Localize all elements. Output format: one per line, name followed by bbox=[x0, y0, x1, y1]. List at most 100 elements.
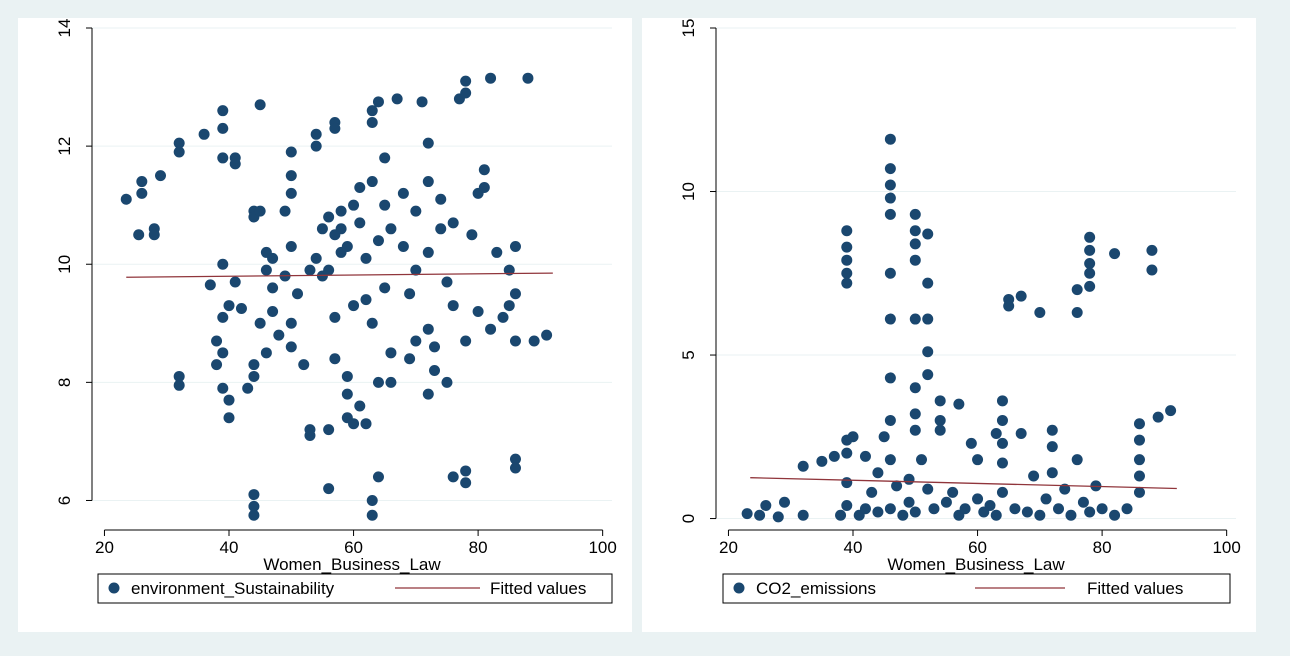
point bbox=[354, 181, 366, 193]
x-tick-label: 20 bbox=[719, 538, 738, 557]
point bbox=[298, 359, 310, 371]
legend-label: Fitted values bbox=[490, 579, 586, 598]
point bbox=[435, 223, 447, 235]
x-axis-label: Women_Business_Law bbox=[263, 555, 441, 574]
point bbox=[273, 329, 285, 341]
point bbox=[217, 152, 229, 164]
point bbox=[841, 277, 853, 289]
point bbox=[509, 335, 521, 347]
point bbox=[360, 418, 372, 430]
point bbox=[884, 414, 896, 426]
x-tick-label: 100 bbox=[1212, 538, 1240, 557]
point bbox=[1146, 244, 1158, 256]
point bbox=[909, 238, 921, 250]
point bbox=[254, 99, 266, 111]
point bbox=[360, 294, 372, 306]
point bbox=[934, 395, 946, 407]
point bbox=[242, 382, 254, 394]
point bbox=[335, 205, 347, 217]
point bbox=[460, 75, 472, 87]
point bbox=[385, 376, 397, 388]
point bbox=[1046, 467, 1058, 479]
point bbox=[248, 509, 260, 521]
point bbox=[341, 241, 353, 253]
point bbox=[909, 424, 921, 436]
point bbox=[316, 223, 328, 235]
point bbox=[485, 72, 497, 84]
point bbox=[460, 465, 472, 477]
point bbox=[292, 288, 304, 300]
point bbox=[267, 305, 279, 317]
point bbox=[928, 503, 940, 515]
point bbox=[285, 317, 297, 329]
point bbox=[379, 282, 391, 294]
point bbox=[422, 176, 434, 188]
point bbox=[1015, 290, 1027, 302]
legend-marker bbox=[108, 582, 120, 594]
point bbox=[478, 164, 490, 176]
point bbox=[372, 376, 384, 388]
point bbox=[348, 300, 360, 312]
point bbox=[1077, 496, 1089, 508]
x-axis-label: Women_Business_Law bbox=[887, 555, 1065, 574]
point bbox=[503, 300, 515, 312]
point bbox=[754, 509, 766, 521]
point bbox=[1009, 503, 1021, 515]
point bbox=[441, 376, 453, 388]
point bbox=[285, 146, 297, 158]
point bbox=[1084, 267, 1096, 279]
point bbox=[285, 341, 297, 353]
point bbox=[397, 241, 409, 253]
point bbox=[934, 424, 946, 436]
point bbox=[173, 379, 185, 391]
point bbox=[404, 353, 416, 365]
point bbox=[354, 217, 366, 229]
point bbox=[872, 467, 884, 479]
point bbox=[223, 394, 235, 406]
point bbox=[260, 264, 272, 276]
point bbox=[211, 335, 223, 347]
point bbox=[248, 489, 260, 501]
point bbox=[120, 193, 132, 205]
point bbox=[916, 454, 928, 466]
point bbox=[1040, 493, 1052, 505]
point bbox=[447, 217, 459, 229]
fitted-line bbox=[750, 477, 1177, 490]
x-tick-label: 80 bbox=[1093, 538, 1112, 557]
point bbox=[248, 370, 260, 382]
x-tick-label: 60 bbox=[344, 538, 363, 557]
point bbox=[884, 192, 896, 204]
point bbox=[279, 205, 291, 217]
point bbox=[447, 300, 459, 312]
point bbox=[884, 313, 896, 325]
point bbox=[248, 500, 260, 512]
point bbox=[223, 300, 235, 312]
y-tick-label: 5 bbox=[679, 350, 698, 359]
point bbox=[953, 398, 965, 410]
point bbox=[1053, 503, 1065, 515]
point bbox=[1133, 434, 1145, 446]
point bbox=[366, 116, 378, 128]
point bbox=[841, 241, 853, 253]
point bbox=[878, 431, 890, 443]
point bbox=[267, 252, 279, 264]
point bbox=[323, 483, 335, 495]
point bbox=[198, 128, 210, 140]
point bbox=[1146, 264, 1158, 276]
point bbox=[1071, 307, 1083, 319]
point bbox=[1165, 405, 1177, 417]
point bbox=[909, 225, 921, 237]
point bbox=[217, 122, 229, 134]
point bbox=[235, 303, 247, 315]
y-tick-label: 6 bbox=[55, 496, 74, 505]
point bbox=[909, 382, 921, 394]
point bbox=[460, 477, 472, 489]
point bbox=[816, 455, 828, 467]
point bbox=[410, 205, 422, 217]
point bbox=[329, 311, 341, 323]
point bbox=[1071, 284, 1083, 296]
point bbox=[1084, 231, 1096, 243]
point bbox=[379, 199, 391, 211]
point bbox=[267, 282, 279, 294]
